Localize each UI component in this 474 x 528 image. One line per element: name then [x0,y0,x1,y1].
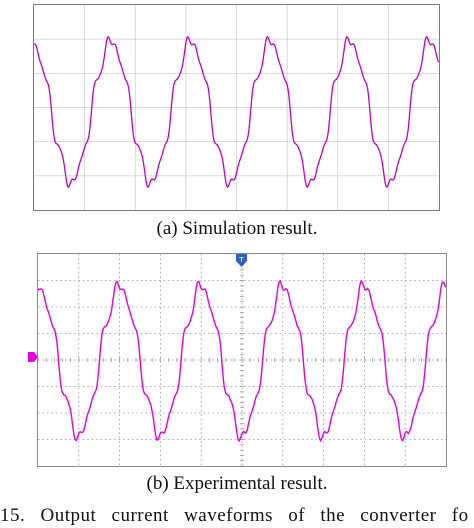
svg-text:T: T [238,256,244,264]
trigger-position-icon: T [236,254,247,267]
oscilloscope-grid [38,254,446,466]
channel-ground-marker-icon [28,352,38,362]
simulation-caption: (a) Simulation result. [156,218,318,239]
experimental-waveform-panel [37,253,447,467]
simulation-waveform-plot [34,5,439,210]
experimental-waveform-plot [38,254,446,466]
figure-caption: 15. Output current waveforms of the conv… [0,505,469,526]
simulation-waveform-panel [33,4,440,211]
simulation-current-trace [34,35,439,189]
experimental-caption: (b) Experimental result. [146,473,328,494]
simulation-grid [34,5,439,210]
experimental-current-trace [38,279,446,443]
